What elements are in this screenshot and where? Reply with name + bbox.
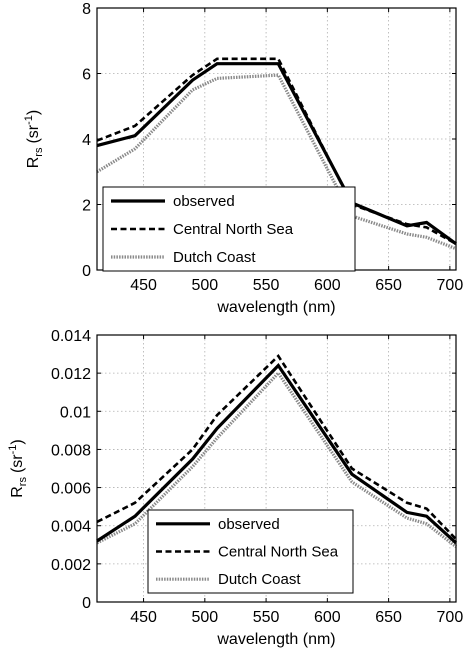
x-tick-label: 550 [253, 609, 280, 626]
y-tick-label: 4 [82, 132, 91, 149]
y-axis-label-sup: -1 [23, 115, 35, 125]
x-tick-label: 450 [130, 277, 157, 294]
legend-label: Central North Sea [218, 544, 339, 561]
x-tick-label: 700 [437, 609, 464, 626]
y-tick-label: 0.01 [60, 404, 91, 421]
legend-label: observed [218, 516, 280, 533]
x-tick-label: 650 [375, 609, 402, 626]
series-line-central-north-sea [96, 353, 457, 541]
y-axis-label-unit: (sr [9, 454, 26, 473]
series-line-observed [96, 62, 457, 246]
y-axis-label: Rrs (sr-1) [7, 439, 29, 498]
y-tick-label: 0.008 [51, 442, 91, 459]
x-tick-label: 600 [314, 609, 341, 626]
y-tick-label: 0 [82, 595, 91, 612]
x-tick-label: 500 [191, 609, 218, 626]
plot-frame [96, 334, 457, 603]
y-axis-label: Rrs (sr-1) [23, 110, 45, 169]
x-tick-label: 650 [375, 277, 402, 294]
x-tick-label: 500 [191, 277, 218, 294]
legend: observed Central North Sea Dutch Coast [147, 509, 354, 594]
x-tick-label: 450 [130, 609, 157, 626]
y-axis-label-main: R [25, 157, 42, 169]
y-tick-label: 2 [82, 198, 91, 215]
y-tick-label: 6 [82, 67, 91, 84]
y-tick-label: 0.014 [51, 328, 91, 345]
y-axis-label-sup: -1 [7, 445, 19, 455]
chart-bottom: 450 500 550 600 650 700 0 0.002 0.004 0.006 0.008 0… [7, 328, 463, 648]
y-axis-label-unit: (sr [25, 124, 42, 143]
x-axis-label: wavelength (nm) [216, 299, 335, 316]
y-tick-label: 8 [82, 1, 91, 18]
x-tick-label: 600 [314, 277, 341, 294]
x-tick-label: 700 [437, 277, 464, 294]
y-tick-label: 0.012 [51, 366, 91, 383]
y-tick-label: 0.004 [51, 519, 91, 536]
chart-top: 450 500 550 600 650 700 0 2 4 6 8 wavelength (nm) Rr… [23, 1, 463, 316]
y-axis-label-main: R [9, 486, 26, 498]
legend-label: observed [173, 193, 235, 210]
x-tick-label: 550 [253, 277, 280, 294]
legend: observed Central North Sea Dutch Coast [102, 186, 356, 272]
legend-label: Dutch Coast [173, 249, 256, 266]
y-axis-label-sub: rs [33, 147, 45, 157]
x-axis-label: wavelength (nm) [216, 631, 335, 648]
y-axis-label-close: ) [25, 110, 42, 115]
y-axis-label-sub: rs [17, 477, 29, 487]
series-line-observed [96, 362, 458, 545]
y-axis-label-close: ) [9, 439, 26, 444]
y-tick-label: 0.002 [51, 557, 91, 574]
legend-label: Central North Sea [173, 221, 294, 238]
y-tick-label: 0.006 [51, 481, 91, 498]
y-tick-label: 0 [82, 263, 91, 280]
legend-label: Dutch Coast [218, 571, 301, 588]
